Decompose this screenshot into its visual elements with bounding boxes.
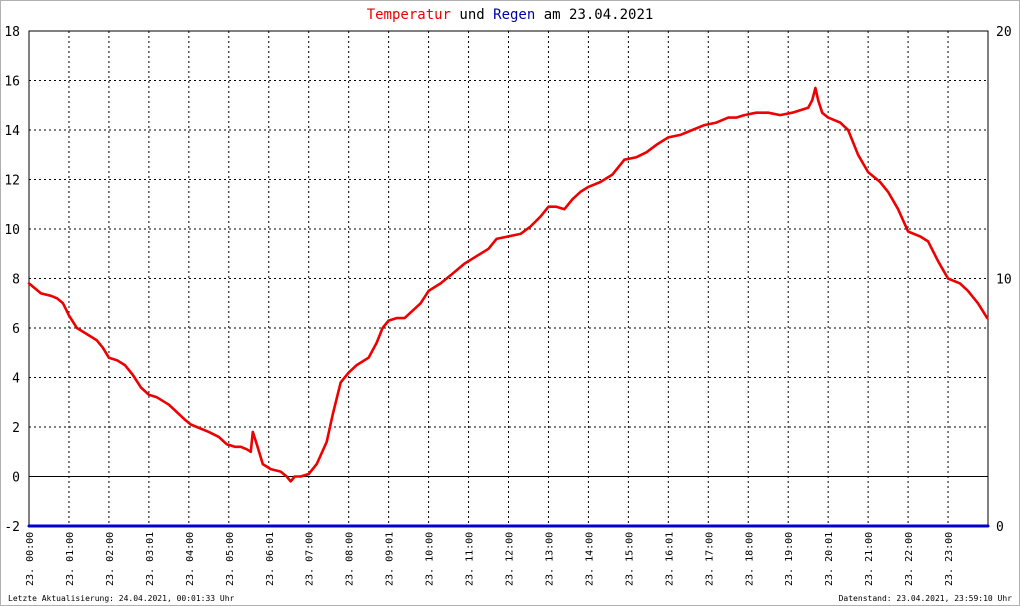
series-group — [27, 86, 990, 528]
left-tick-label: 10 — [4, 223, 20, 238]
x-tick-label: 23. 02:00 — [105, 532, 116, 586]
x-tick-label: 23. 10:00 — [425, 532, 436, 586]
x-tick-label: 23. 06:01 — [265, 532, 276, 586]
x-tick-label: 23. 18:00 — [744, 532, 755, 586]
footer-data-status: Datenstand: 23.04.2021, 23:59:10 Uhr — [839, 594, 1013, 603]
footer-last-update: Letzte Aktualisierung: 24.04.2021, 00:01… — [8, 594, 235, 603]
x-tick-label: 23. 00:00 — [25, 532, 36, 586]
left-tick-label: 6 — [12, 322, 20, 337]
left-tick-label: 14 — [4, 124, 20, 139]
left-tick-label: -2 — [4, 520, 20, 535]
left-tick-label: 0 — [12, 471, 20, 486]
x-tick-label: 23. 07:00 — [305, 532, 316, 586]
x-tick-label: 23. 01:00 — [65, 532, 76, 586]
left-tick-label: 8 — [12, 273, 20, 288]
x-tick-label: 23. 19:00 — [784, 532, 795, 586]
right-tick-label: 10 — [996, 273, 1012, 288]
title-und: und — [451, 7, 493, 23]
title-rain: Regen — [493, 7, 535, 23]
chart-title: Temperatur und Regen am 23.04.2021 — [367, 7, 654, 23]
x-tick-label: 23. 04:00 — [185, 532, 196, 586]
x-tick-label: 23. 09:01 — [385, 532, 396, 586]
x-tick-label: 23. 03:01 — [145, 532, 156, 586]
left-tick-label: 18 — [4, 25, 20, 40]
x-tick-label: 23. 08:00 — [345, 532, 356, 586]
x-tick-label: 23. 23:00 — [944, 532, 955, 586]
title-temperature: Temperatur — [367, 7, 451, 23]
left-axis-ticks: -2 0 2 4 6 8 10 12 14 16 18 — [4, 25, 20, 535]
x-tick-label: 23. 22:00 — [904, 532, 915, 586]
right-tick-label: 20 — [996, 25, 1012, 40]
x-tick-label: 23. 13:00 — [544, 532, 555, 586]
x-tick-label: 23. 12:00 — [505, 532, 516, 586]
left-tick-label: 16 — [4, 75, 20, 90]
temperature-series-line — [27, 86, 989, 483]
x-tick-label: 23. 14:00 — [584, 532, 595, 586]
left-tick-label: 2 — [12, 421, 20, 436]
x-tick-label: 23. 16:01 — [664, 532, 675, 586]
x-tick-label: 23. 15:00 — [624, 532, 635, 586]
x-tick-label: 23. 17:00 — [704, 532, 715, 586]
x-tick-label: 23. 20:01 — [824, 532, 835, 586]
x-tick-label: 23. 21:00 — [864, 532, 875, 586]
right-axis-ticks: 0 10 20 — [996, 25, 1012, 535]
title-date: am 23.04.2021 — [535, 7, 653, 23]
x-axis-ticks: 23. 00:00 23. 01:00 23. 02:00 23. 03:01 23. … — [25, 532, 955, 586]
x-tick-label: 23. 05:00 — [225, 532, 236, 586]
left-tick-label: 12 — [4, 174, 20, 189]
right-tick-label: 0 — [996, 520, 1004, 535]
left-tick-label: 4 — [12, 372, 20, 387]
grid — [29, 31, 988, 526]
x-tick-label: 23. 11:00 — [465, 532, 476, 586]
